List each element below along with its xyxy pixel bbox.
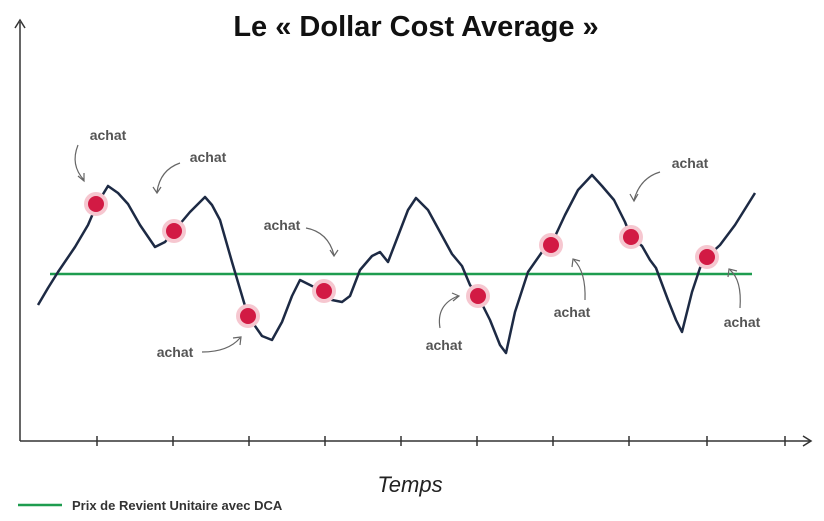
annotation: achat [554, 304, 591, 320]
legend-label: Prix de Revient Unitaire avec DCA [72, 498, 283, 513]
annotation: achat [672, 155, 709, 171]
axes [14, 18, 813, 447]
x-axis-label: Temps [377, 472, 442, 497]
chart-title: Le « Dollar Cost Average » [233, 11, 598, 43]
annotation: achat [90, 127, 127, 143]
annotation: achat [190, 149, 227, 165]
annotation-arrows [74, 144, 741, 353]
annotation: achat [724, 314, 761, 330]
annotation: achat [426, 337, 463, 353]
purchase-points [84, 192, 719, 328]
price-curve [36, 173, 757, 355]
annotation: achat [264, 217, 301, 233]
annotation: achat [157, 344, 194, 360]
